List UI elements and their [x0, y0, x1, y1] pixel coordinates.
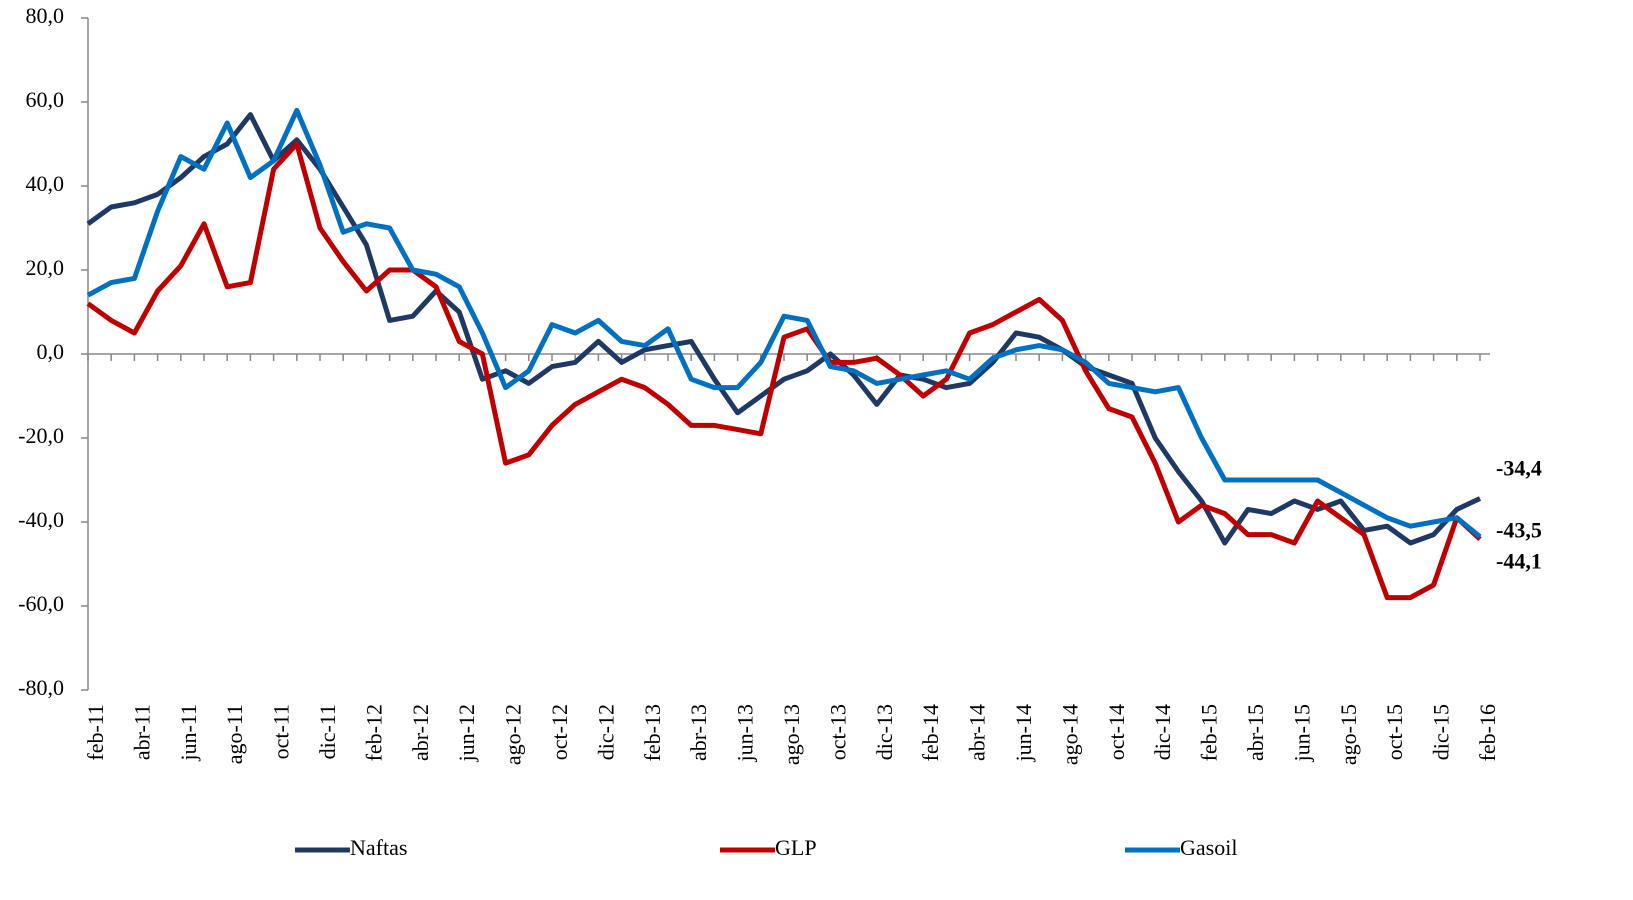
- legend-label: Gasoil: [1180, 835, 1237, 860]
- x-tick-label: oct-13: [825, 704, 850, 760]
- x-tick-label: ago-14: [1057, 704, 1082, 765]
- x-tick-label: dic-15: [1429, 704, 1454, 760]
- x-tick-label: jun-12: [454, 704, 479, 762]
- x-tick-label: feb-16: [1475, 704, 1500, 761]
- y-tick-label: 60,0: [26, 87, 65, 112]
- data-label: -34,4: [1496, 456, 1542, 481]
- data-label: -44,1: [1496, 548, 1542, 573]
- x-tick-label: ago-13: [779, 704, 804, 765]
- x-tick-label: oct-14: [1104, 704, 1129, 760]
- legend-label: GLP: [775, 835, 817, 860]
- y-tick-label: 0,0: [37, 339, 65, 364]
- x-tick-label: abr-14: [965, 704, 990, 761]
- x-tick-label: feb-14: [918, 704, 943, 761]
- y-tick-label: -20,0: [18, 423, 64, 448]
- x-tick-label: jun-13: [733, 704, 758, 762]
- y-tick-label: -60,0: [18, 591, 64, 616]
- x-tick-label: dic-11: [315, 704, 340, 759]
- y-tick-label: -40,0: [18, 507, 64, 532]
- x-tick-label: ago-11: [222, 704, 247, 764]
- y-tick-label: 20,0: [26, 255, 65, 280]
- series-line: [86, 107, 1482, 539]
- x-tick-label: feb-13: [640, 704, 665, 761]
- data-label: -43,5: [1496, 518, 1542, 543]
- x-tick-label: oct-15: [1382, 704, 1407, 760]
- x-tick-label: oct-11: [269, 704, 294, 759]
- x-tick-label: jun-11: [176, 704, 201, 762]
- x-tick-label: abr-15: [1243, 704, 1268, 761]
- y-tick-label: 80,0: [26, 3, 65, 28]
- x-tick-label: feb-15: [1197, 704, 1222, 761]
- x-tick-label: feb-11: [83, 704, 108, 761]
- x-tick-label: ago-15: [1336, 704, 1361, 765]
- x-tick-label: dic-14: [1150, 704, 1175, 760]
- x-tick-label: abr-13: [686, 704, 711, 761]
- x-tick-label: ago-12: [501, 704, 526, 765]
- x-tick-label: jun-15: [1289, 704, 1314, 762]
- y-tick-label: 40,0: [26, 171, 65, 196]
- x-tick-label: jun-14: [1011, 704, 1036, 762]
- x-tick-label: abr-12: [408, 704, 433, 761]
- x-tick-label: oct-12: [547, 704, 572, 760]
- series-line: [86, 141, 1482, 601]
- x-tick-label: feb-12: [361, 704, 386, 761]
- x-tick-label: abr-11: [129, 704, 154, 760]
- x-tick-label: dic-12: [593, 704, 618, 760]
- y-tick-label: -80,0: [18, 675, 64, 700]
- legend-label: Naftas: [350, 835, 407, 860]
- x-tick-label: dic-13: [872, 704, 897, 760]
